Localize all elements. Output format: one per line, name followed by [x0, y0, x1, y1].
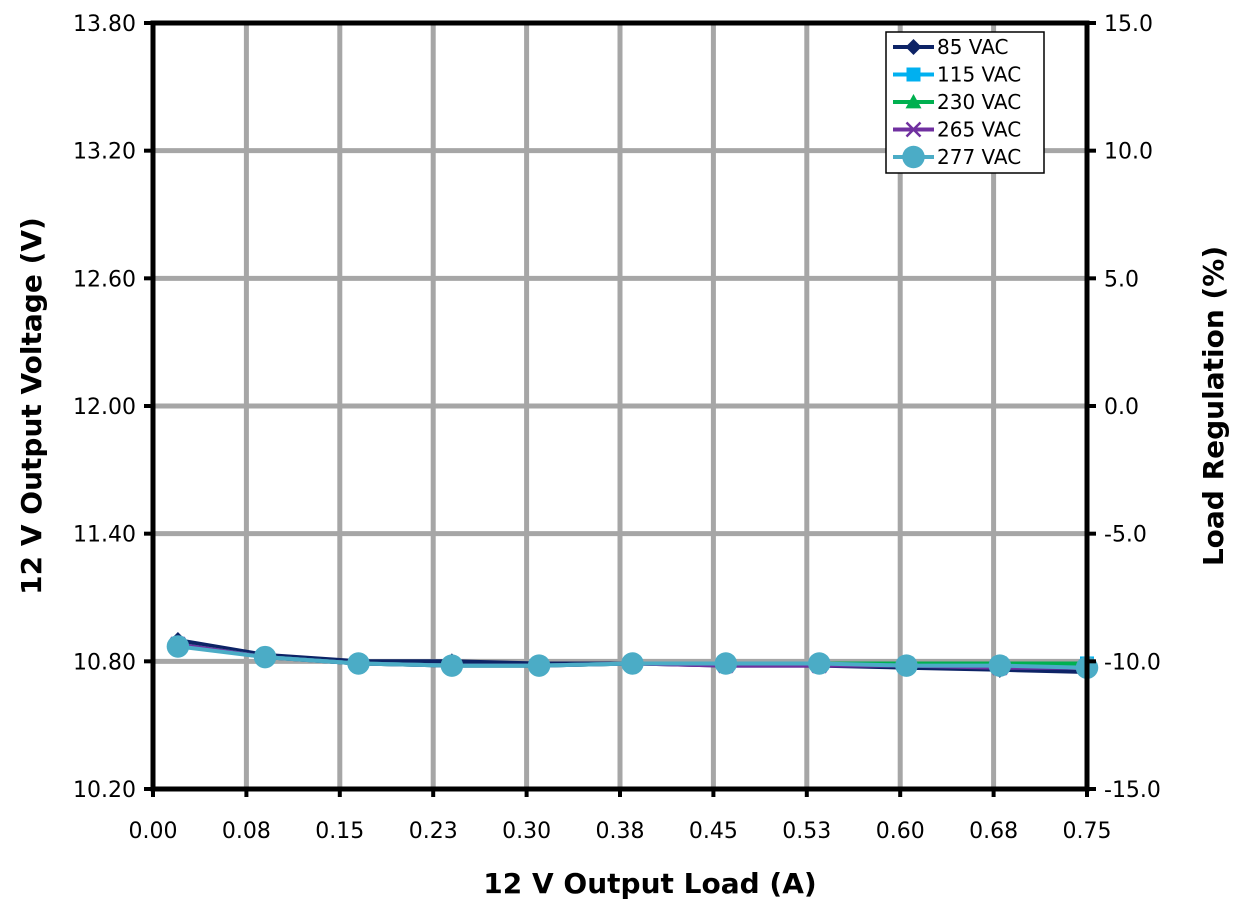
- legend-marker: [905, 121, 922, 138]
- y-axis-title: 12 V Output Voltage (V): [15, 217, 48, 595]
- x-tick-label: 0.23: [409, 819, 458, 844]
- y-tick-label: 10.80: [73, 650, 136, 675]
- data-point: [253, 645, 277, 669]
- legend-marker: [906, 67, 921, 82]
- x-tick-label: 0.15: [315, 819, 364, 844]
- legend-label: 265 VAC: [937, 118, 1021, 142]
- data-point: [714, 652, 738, 675]
- y2-tick-label: 5.0: [1104, 267, 1139, 292]
- y-tick-label: 13.80: [73, 12, 136, 37]
- data-point: [895, 654, 918, 677]
- data-point: [527, 654, 551, 677]
- data-point: [166, 635, 190, 658]
- y2-tick-label: 15.0: [1104, 12, 1153, 37]
- y-tick-label: 11.40: [73, 523, 136, 548]
- y-tick-label: 12.60: [73, 267, 136, 292]
- legend-label: 277 VAC: [937, 145, 1021, 169]
- data-point: [347, 652, 370, 675]
- y2-axis-title: Load Regulation (%): [1197, 246, 1230, 566]
- legend-marker: [902, 145, 925, 169]
- y2-tick-label: -5.0: [1104, 523, 1147, 548]
- legend-label: 230 VAC: [937, 90, 1021, 114]
- x-tick-label: 0.68: [969, 819, 1018, 844]
- y-tick-label: 13.20: [73, 140, 136, 165]
- x-tick-label: 0.53: [782, 819, 831, 844]
- series-layer: [166, 632, 1099, 680]
- data-point: [621, 652, 644, 675]
- x-tick-label: 0.08: [222, 819, 271, 844]
- x-axis-title: 12 V Output Load (A): [483, 867, 816, 900]
- tick-layer: 0.00 0.08 0.15 0.23 0.30 0.38 0.45 0.53 0.60 0.68…: [73, 12, 1161, 844]
- y2-tick-label: -10.0: [1104, 650, 1161, 675]
- legend-marker: [905, 94, 922, 109]
- y-tick-label: 12.00: [73, 395, 136, 420]
- legend-marker: [905, 39, 922, 55]
- y2-tick-label: -15.0: [1104, 778, 1161, 803]
- y2-tick-label: 10.0: [1104, 140, 1153, 165]
- x-tick-label: 0.00: [129, 819, 178, 844]
- data-point: [988, 654, 1012, 677]
- x-tick-label: 0.60: [876, 819, 925, 844]
- legend: 85 VAC 115 VAC 230 VAC 265 VAC 277 VAC: [885, 31, 1045, 174]
- x-tick-label: 0.38: [596, 819, 645, 844]
- y2-tick-label: 0.0: [1104, 395, 1139, 420]
- data-point: [440, 654, 464, 677]
- legend-label: 115 VAC: [937, 63, 1021, 87]
- x-tick-label: 0.75: [1063, 819, 1112, 844]
- x-tick-label: 0.45: [689, 819, 738, 844]
- data-point: [808, 652, 831, 675]
- legend-label: 85 VAC: [937, 35, 1009, 59]
- y-tick-label: 10.20: [73, 778, 136, 803]
- x-tick-label: 0.30: [502, 819, 551, 844]
